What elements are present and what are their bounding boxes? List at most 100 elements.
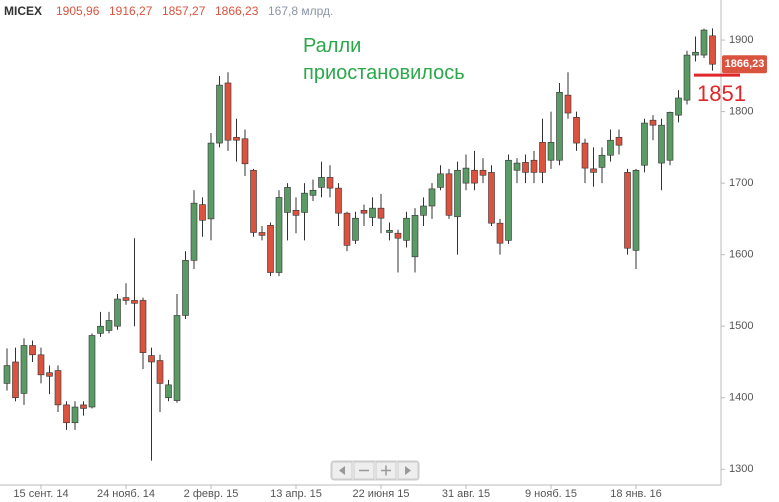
candle-body — [581, 142, 589, 169]
ticker: MICEX — [4, 4, 42, 18]
candle-body — [471, 169, 478, 184]
candle-body — [496, 222, 504, 244]
candle-body — [216, 84, 223, 144]
candle-body — [105, 320, 113, 331]
candle-body — [37, 354, 45, 376]
candle-body — [369, 207, 376, 218]
candle-body — [46, 372, 53, 377]
candle-body — [292, 210, 300, 216]
candle-body — [488, 172, 495, 224]
candle-body — [573, 117, 580, 144]
candle-body — [590, 168, 597, 173]
y-tick-label: 1500 — [729, 320, 753, 332]
candle-body — [386, 230, 393, 233]
candle-body — [173, 315, 181, 401]
candle-body — [233, 137, 240, 141]
x-tick-label: 9 нояб. 15 — [525, 488, 577, 500]
x-tick-label: 13 апр. 15 — [270, 488, 322, 500]
nav-bar — [330, 460, 420, 481]
candle-body — [284, 187, 291, 213]
candle-body — [556, 91, 563, 161]
candle-body — [12, 361, 19, 399]
x-tick-label: 22 июня 15 — [352, 488, 409, 500]
candle-body — [462, 167, 470, 184]
candle-body — [71, 406, 79, 424]
candle-body — [318, 177, 325, 188]
level-label: 1851 — [697, 81, 746, 106]
candle-body — [700, 29, 708, 56]
candle-body — [131, 300, 138, 304]
candle-body — [250, 169, 257, 233]
y-tick-label: 1800 — [729, 105, 753, 117]
header-high: 1916,27 — [109, 4, 153, 18]
candle-body — [156, 360, 164, 384]
candle-body — [139, 300, 147, 353]
candle-body — [88, 335, 96, 408]
nav-buttons — [330, 460, 420, 481]
candle-body — [97, 325, 104, 334]
candle-body — [624, 172, 631, 249]
candle-body — [224, 82, 232, 141]
candle-body — [709, 35, 716, 65]
candle-body — [352, 217, 359, 241]
candle-body — [3, 365, 11, 384]
candle-body — [258, 232, 266, 236]
candle-body — [598, 154, 606, 168]
candle-body — [309, 189, 317, 196]
candle-body — [539, 142, 546, 173]
candle-body — [607, 139, 614, 156]
candle-body — [241, 138, 249, 165]
candle-body — [564, 94, 572, 114]
candle-body — [692, 51, 699, 56]
x-tick-label: 31 авг. 15 — [442, 488, 490, 500]
candle-body — [649, 119, 657, 126]
x-tick-label: 2 февр. 15 — [184, 488, 239, 500]
candle-body — [165, 384, 172, 399]
header-low: 1857,27 — [162, 4, 206, 18]
header-open: 1905,96 — [56, 4, 100, 18]
candle-body — [199, 204, 206, 221]
candle-body — [632, 169, 640, 251]
candle-body — [394, 232, 402, 239]
candle-body — [343, 212, 351, 246]
candle-body — [505, 159, 512, 241]
candle-body — [190, 202, 198, 261]
candle-body — [122, 297, 130, 301]
y-tick-label: 1300 — [729, 463, 753, 475]
x-tick-label: 18 янв. 16 — [610, 488, 662, 500]
y-tick-label: 1700 — [729, 177, 753, 189]
price-tag — [722, 55, 767, 74]
candle-body — [641, 122, 648, 166]
candle-body — [63, 404, 70, 424]
candle-body — [454, 169, 461, 218]
header-close: 1866,23 — [215, 4, 259, 18]
y-tick-label: 1600 — [729, 249, 753, 261]
y-tick-label: 1900 — [729, 34, 753, 46]
candle-body — [445, 173, 453, 216]
x-tick-label: 24 нояб. 14 — [97, 488, 155, 500]
candle-body — [20, 345, 28, 394]
price-tag-label: 1866,23 — [725, 58, 765, 70]
candle-body — [522, 162, 529, 173]
candle-body — [360, 210, 368, 214]
candle-body — [148, 355, 155, 363]
candle-body — [675, 97, 682, 116]
candle-body — [479, 169, 487, 176]
candle-body — [437, 173, 444, 188]
candle-body — [326, 177, 334, 189]
candle-body — [207, 142, 215, 220]
candle-body — [530, 159, 538, 173]
candle-body — [615, 137, 623, 146]
candle-body — [513, 162, 521, 171]
candle-body — [658, 124, 665, 164]
candle-body — [547, 142, 555, 161]
x-tick-label: 15 сент. 14 — [13, 488, 68, 500]
candle-body — [666, 112, 674, 161]
candle-body — [29, 345, 36, 356]
candle-body — [335, 187, 342, 214]
candle-body — [403, 217, 410, 241]
y-tick-label: 1400 — [729, 392, 753, 404]
candle-body — [54, 370, 62, 406]
